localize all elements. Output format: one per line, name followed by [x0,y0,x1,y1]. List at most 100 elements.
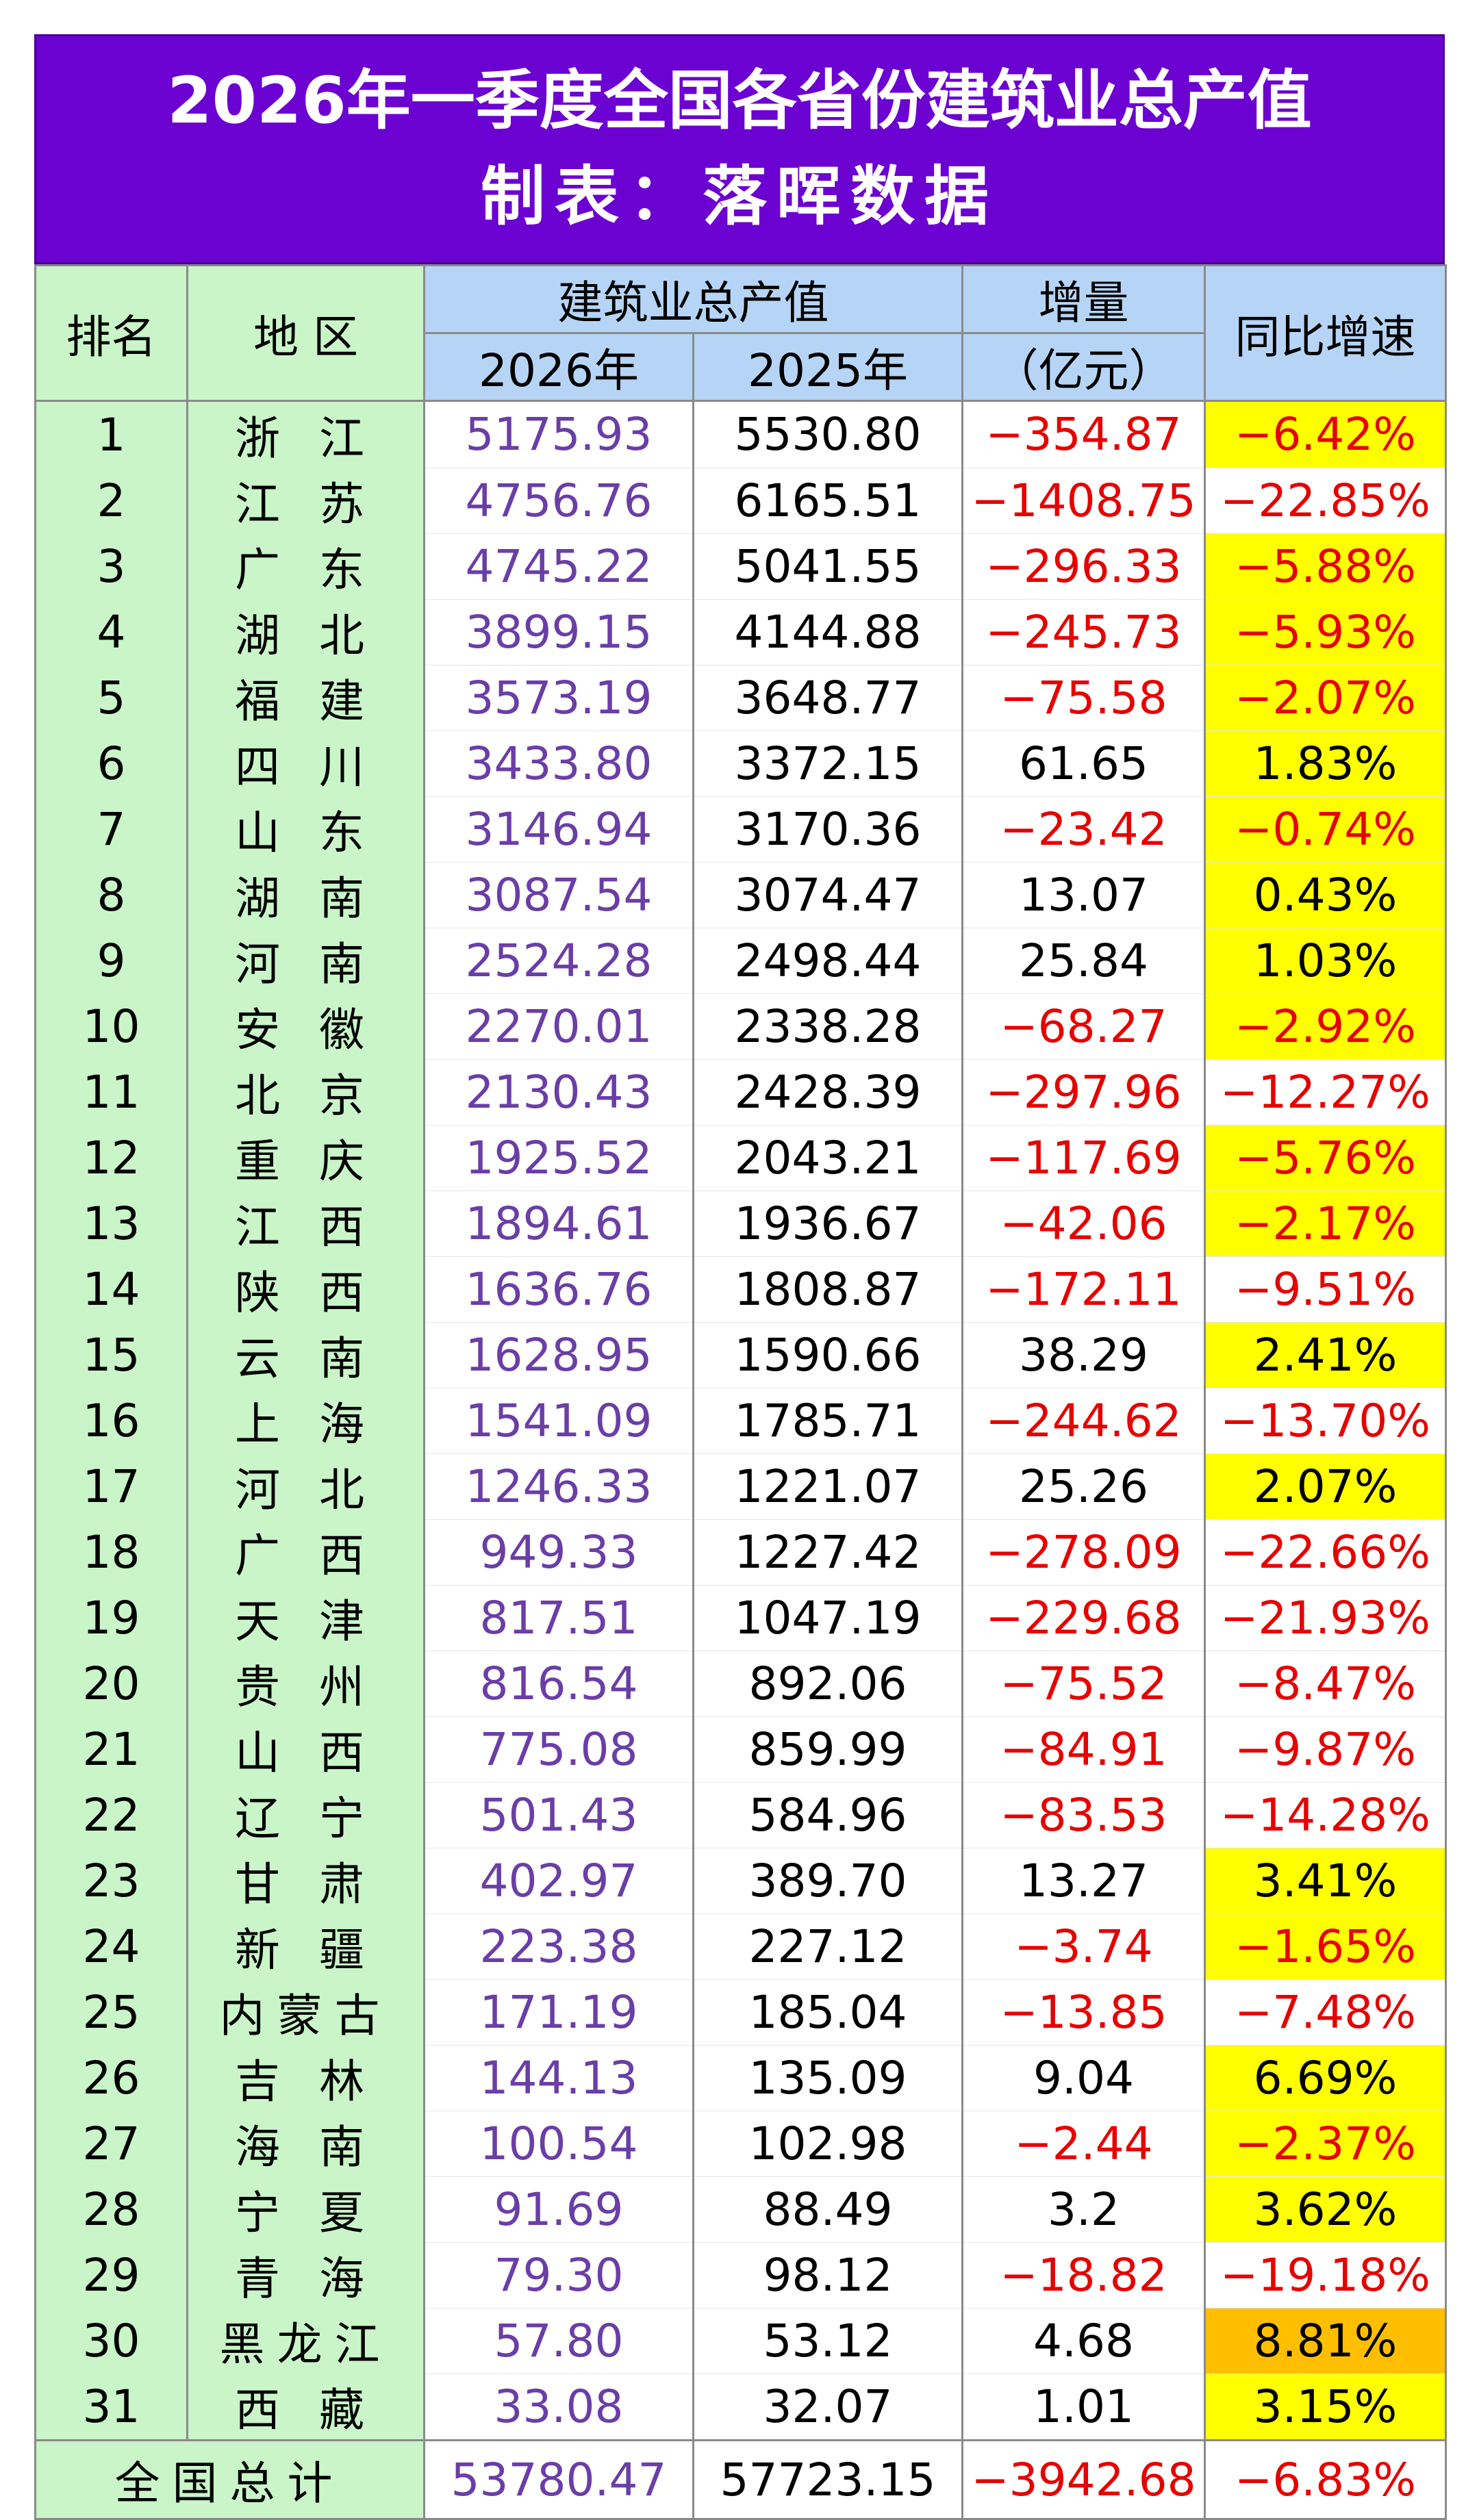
value-2025-cell: 1227.42 [692,1519,963,1586]
table-row: 31 西 藏 33.08 32.07 1.01 3.15% [34,2373,1447,2441]
growth-cell: −13.70% [1204,1388,1447,1454]
growth-cell: −6.42% [1204,400,1447,468]
growth-cell: −2.92% [1204,993,1447,1060]
delta-cell: 38.29 [961,1322,1206,1388]
delta-cell: −278.09 [961,1519,1206,1586]
region-cell: 宁 夏 [186,2176,425,2242]
value-2025-cell: 1047.19 [692,1585,963,1651]
value-2025-cell: 2338.28 [692,993,963,1060]
value-2025-cell: 3372.15 [692,730,963,797]
delta-cell: −23.42 [961,796,1206,863]
delta-cell: −244.62 [961,1388,1206,1454]
growth-cell: −2.17% [1204,1191,1447,1257]
table-row: 27 海 南 100.54 102.98 −2.44 −2.37% [34,2111,1447,2177]
table-row: 19 天 津 817.51 1047.19 −229.68 −21.93% [34,1585,1447,1651]
value-2026-cell: 223.38 [423,1913,694,1980]
value-2026-cell: 1246.33 [423,1453,694,1520]
value-2026-cell: 144.13 [423,2045,694,2111]
value-2025-cell: 4144.88 [692,599,963,665]
delta-cell: 13.27 [961,1848,1206,1914]
growth-cell: −9.51% [1204,1256,1447,1323]
rank-cell: 29 [34,2242,188,2308]
growth-cell: −7.48% [1204,1979,1447,2046]
region-cell: 天 津 [186,1585,425,1651]
region-cell: 黑龙江 [186,2308,425,2373]
region-cell: 青 海 [186,2242,425,2308]
header-output: 建筑业总产值 [423,264,963,334]
value-2025-cell: 53.12 [692,2308,963,2374]
delta-cell: −354.87 [961,400,1206,468]
value-2026-cell: 100.54 [423,2111,694,2177]
value-2025-cell: 5041.55 [692,533,963,600]
region-cell: 广 西 [186,1519,425,1585]
growth-cell: 1.83% [1204,730,1447,797]
rank-cell: 31 [34,2373,188,2441]
rank-cell: 21 [34,1716,188,1782]
delta-cell: 25.26 [961,1453,1206,1520]
rank-cell: 14 [34,1256,188,1322]
value-2026-cell: 33.08 [423,2373,694,2441]
delta-cell: −245.73 [961,599,1206,665]
title-banner: 2026年一季度全国各省份建筑业总产值 制表：落晖数据 [34,34,1445,264]
table-row: 17 河 北 1246.33 1221.07 25.26 2.07% [34,1453,1447,1520]
value-2025-cell: 32.07 [692,2373,963,2441]
rank-cell: 20 [34,1651,188,1716]
rank-cell: 22 [34,1782,188,1848]
region-cell: 湖 南 [186,862,425,928]
value-2026-cell: 3899.15 [423,599,694,665]
value-2026-cell: 79.30 [423,2242,694,2308]
value-2025-cell: 1221.07 [692,1453,963,1520]
delta-cell: 3.2 [961,2176,1206,2243]
region-cell: 山 西 [186,1716,425,1782]
table-row: 11 北 京 2130.43 2428.39 −297.96 −12.27% [34,1059,1447,1125]
region-cell: 云 南 [186,1322,425,1388]
growth-cell: 1.03% [1204,928,1447,994]
rank-cell: 12 [34,1125,188,1191]
total-2025: 57723.15 [692,2439,963,2520]
table-row: 12 重 庆 1925.52 2043.21 −117.69 −5.76% [34,1125,1447,1191]
value-2025-cell: 859.99 [692,1716,963,1783]
delta-cell: −2.44 [961,2111,1206,2177]
growth-cell: −8.47% [1204,1651,1447,1717]
value-2026-cell: 5175.93 [423,400,694,468]
value-2025-cell: 6165.51 [692,468,963,534]
value-2026-cell: 1541.09 [423,1388,694,1454]
delta-cell: −297.96 [961,1059,1206,1125]
delta-cell: −83.53 [961,1782,1206,1848]
value-2026-cell: 949.33 [423,1519,694,1586]
growth-cell: 3.41% [1204,1848,1447,1914]
region-cell: 江 西 [186,1191,425,1256]
rank-cell: 15 [34,1322,188,1388]
delta-cell: −229.68 [961,1585,1206,1651]
region-cell: 山 东 [186,796,425,862]
delta-cell: −117.69 [961,1125,1206,1191]
rank-cell: 8 [34,862,188,928]
delta-cell: −1408.75 [961,468,1206,534]
region-cell: 安 徽 [186,993,425,1059]
table-row: 23 甘 肃 402.97 389.70 13.27 3.41% [34,1848,1447,1914]
growth-cell: 2.41% [1204,1322,1447,1388]
growth-cell: −9.87% [1204,1716,1447,1783]
delta-cell: 9.04 [961,2045,1206,2111]
delta-cell: 61.65 [961,730,1206,797]
value-2025-cell: 1936.67 [692,1191,963,1257]
growth-cell: −21.93% [1204,1585,1447,1651]
region-cell: 河 南 [186,928,425,993]
value-2026-cell: 2524.28 [423,928,694,994]
rank-cell: 18 [34,1519,188,1585]
value-2025-cell: 88.49 [692,2176,963,2243]
header-delta-unit: （亿元） [961,332,1206,402]
delta-cell: −3.74 [961,1913,1206,1980]
rank-cell: 5 [34,665,188,730]
rank-cell: 6 [34,730,188,796]
value-2026-cell: 817.51 [423,1585,694,1651]
growth-cell: 0.43% [1204,862,1447,928]
value-2025-cell: 5530.80 [692,400,963,468]
growth-cell: −0.74% [1204,796,1447,863]
